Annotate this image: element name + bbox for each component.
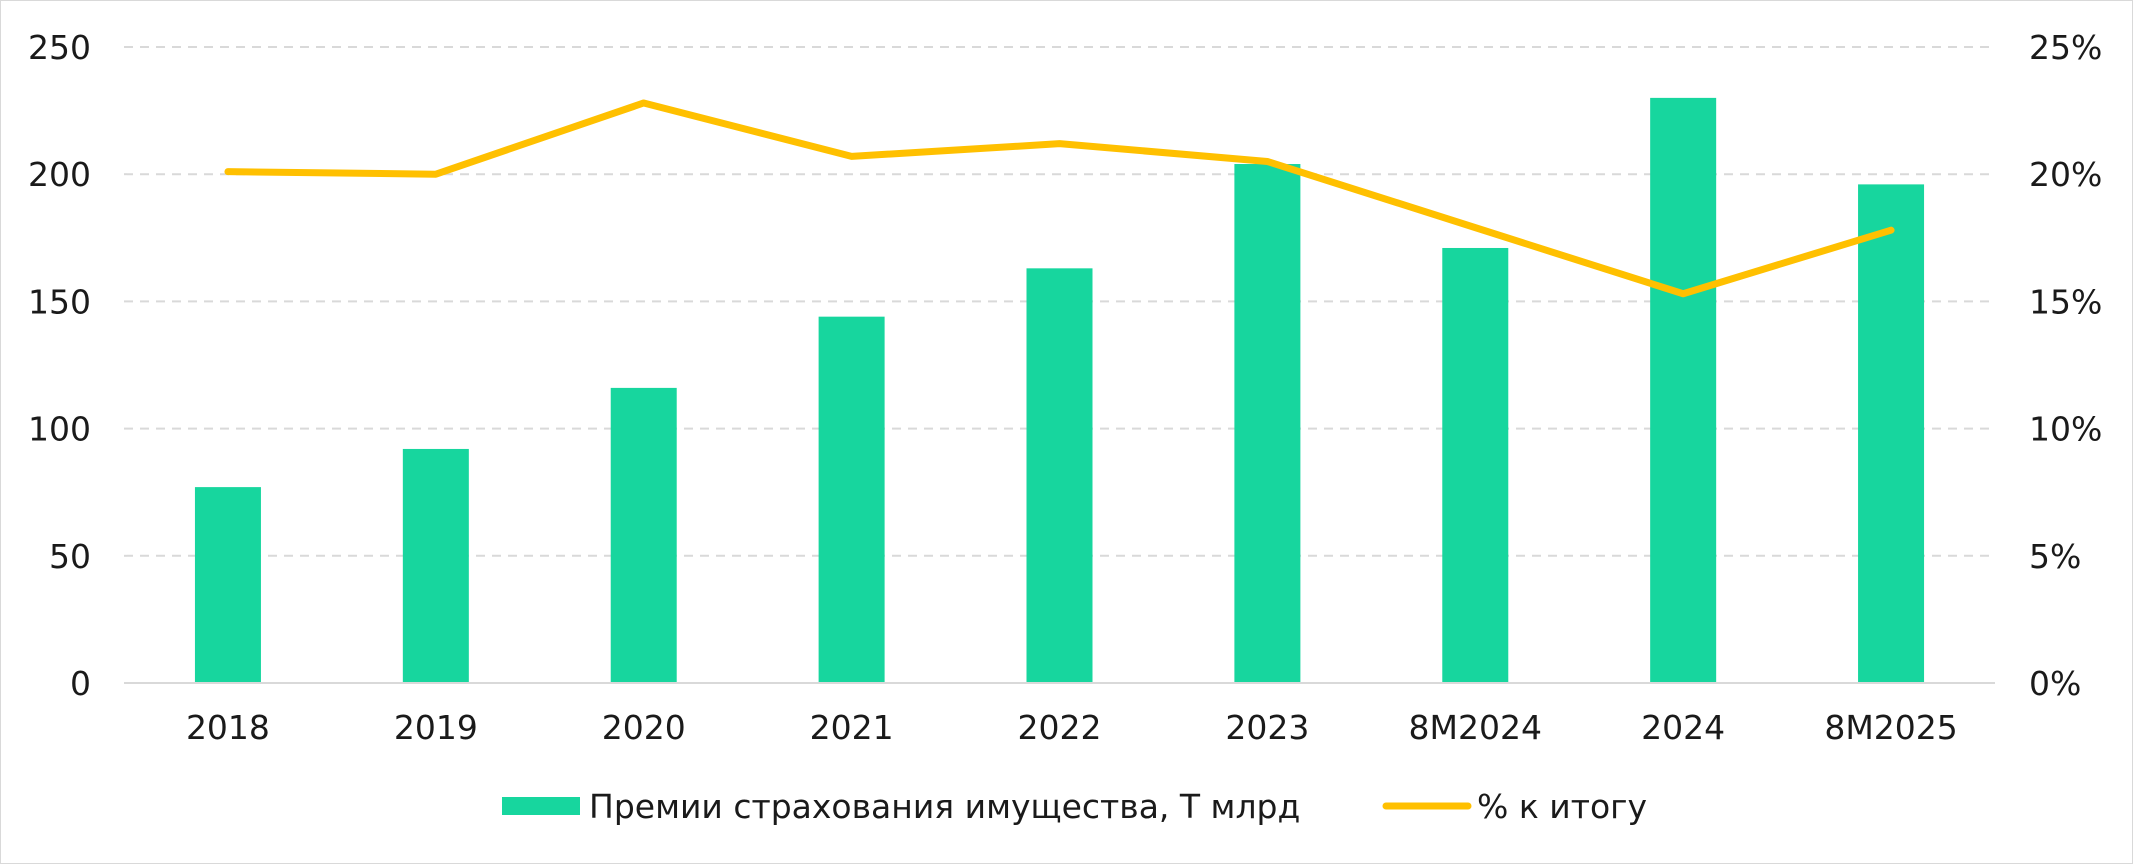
x-tick-label: 8M2025: [1824, 708, 1957, 747]
x-tick-label: 2022: [1018, 708, 1102, 747]
bar: [1858, 184, 1925, 683]
legend-bar-swatch: [502, 797, 580, 815]
y-left-tick-label: 50: [49, 537, 91, 576]
x-tick-label: 2024: [1641, 708, 1725, 747]
bar: [1026, 268, 1093, 683]
bar: [610, 387, 677, 683]
bar: [402, 448, 469, 683]
bar: [1442, 247, 1509, 683]
x-tick-label: 8M2024: [1409, 708, 1542, 747]
legend-bar-label: Премии страхования имущества, Т млрд: [589, 787, 1300, 826]
y-right-tick-label: 5%: [2029, 537, 2081, 576]
y-right-tick-label: 20%: [2029, 155, 2102, 194]
bar: [1650, 97, 1717, 683]
y-left-tick-label: 100: [28, 410, 91, 449]
x-tick-label: 2020: [602, 708, 686, 747]
x-tick-label: 2019: [394, 708, 478, 747]
bar: [818, 316, 885, 683]
x-tick-label: 2018: [186, 708, 270, 747]
y-right-tick-label: 15%: [2029, 282, 2102, 321]
line-series: [224, 99, 1895, 298]
legend: Премии страхования имущества, Т млрд % к …: [502, 787, 1647, 826]
y-left-tick-label: 0: [70, 664, 91, 703]
y-right-tick-label: 10%: [2029, 410, 2102, 449]
x-tick-label: 2023: [1225, 708, 1309, 747]
percent-line: [224, 99, 1895, 298]
bar: [1234, 164, 1301, 684]
bar: [194, 487, 261, 683]
legend-line-label: % к итогу: [1477, 787, 1647, 826]
tick-labels: 0 0% 50 5% 100 10% 150 15% 200 20% 250 25% 2018 2019 2…: [28, 28, 2102, 747]
bar-series: [194, 97, 1925, 684]
y-left-tick-label: 250: [28, 28, 91, 67]
y-right-tick-label: 25%: [2029, 28, 2102, 67]
y-right-tick-label: 0%: [2029, 664, 2081, 703]
y-left-tick-label: 150: [28, 282, 91, 321]
x-tick-label: 2021: [810, 708, 894, 747]
y-left-tick-label: 200: [28, 155, 91, 194]
